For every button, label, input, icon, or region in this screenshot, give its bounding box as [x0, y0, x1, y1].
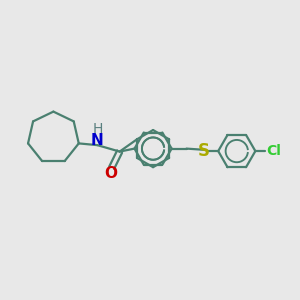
Text: Cl: Cl: [266, 144, 280, 158]
Text: S: S: [197, 142, 209, 160]
Text: H: H: [92, 122, 103, 136]
Text: N: N: [91, 134, 104, 148]
Text: O: O: [105, 166, 118, 181]
